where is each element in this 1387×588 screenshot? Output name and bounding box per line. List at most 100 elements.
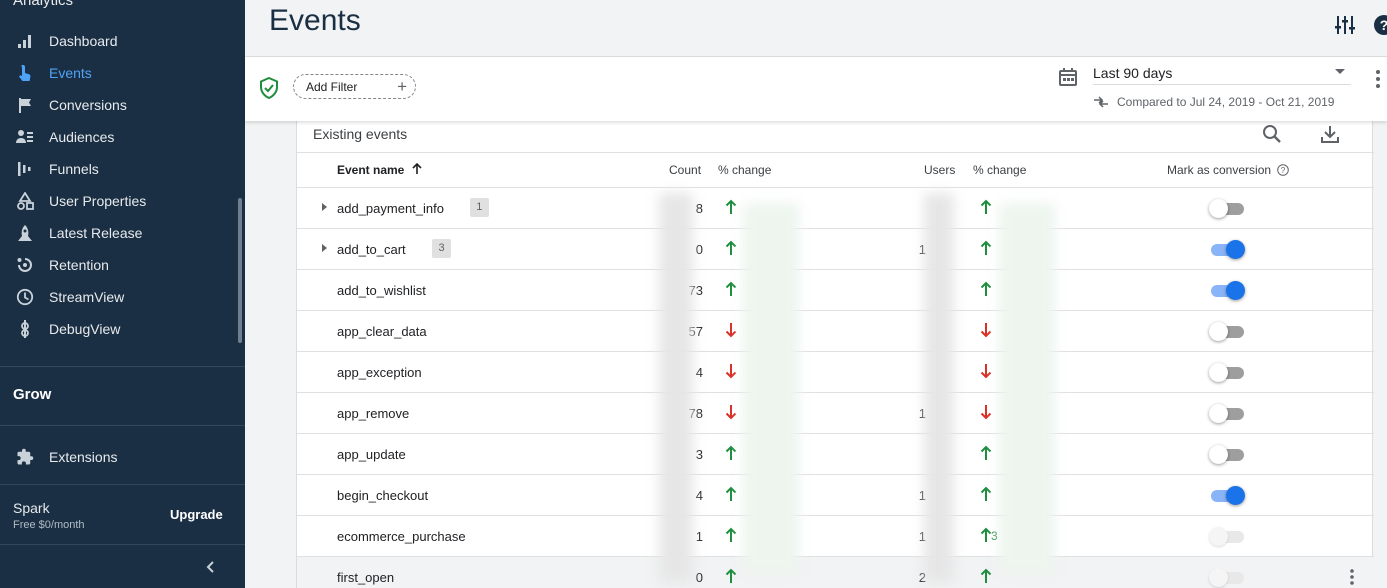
column-label: Event name	[337, 163, 405, 177]
users-percent-change: 3	[991, 529, 998, 543]
param-count-badge: 3	[432, 239, 452, 258]
events-card: Existing events Event name Count % chang…	[296, 121, 1374, 588]
sidebar-item-funnels[interactable]: Funnels	[0, 153, 237, 185]
sidebar-item-latest-release[interactable]: Latest Release	[0, 217, 237, 249]
table-row[interactable]: app_update 3	[297, 434, 1374, 475]
chevron-left-icon	[206, 561, 214, 573]
event-name: add_payment_info	[337, 201, 444, 216]
help-button[interactable]: ?	[1373, 14, 1387, 36]
table-row[interactable]: add_payment_info 1 8	[297, 188, 1374, 229]
arrow-up-icon	[725, 527, 737, 543]
table-row[interactable]: first_open 0 2	[297, 557, 1374, 588]
event-name: app_remove	[337, 406, 410, 421]
sidebar-item-audiences[interactable]: Audiences	[0, 121, 237, 153]
download-button[interactable]	[1319, 123, 1341, 145]
mark-as-conversion-toggle[interactable]	[1209, 281, 1245, 300]
funnel-icon	[16, 160, 34, 178]
sidebar-item-streamview[interactable]: StreamView	[0, 281, 237, 313]
mark-as-conversion-toggle[interactable]	[1209, 199, 1245, 218]
row-more-button[interactable]	[1349, 568, 1355, 586]
collapse-sidebar-button[interactable]	[203, 559, 219, 575]
section-grow[interactable]: Grow	[13, 386, 52, 403]
sidebar-item-debugview[interactable]: DebugView	[0, 313, 237, 345]
table-row[interactable]: app_exception 4	[297, 352, 1374, 393]
user-count: 2	[918, 570, 926, 585]
event-count: 0	[695, 570, 703, 585]
event-name: add_to_cart	[337, 242, 406, 257]
sidebar-item-label: Conversions	[49, 97, 127, 113]
arrow-up-icon	[412, 162, 422, 177]
event-count: 1	[695, 529, 703, 544]
table-row[interactable]: add_to_wishlist 73	[297, 270, 1374, 311]
count-change-column-header[interactable]: % change	[718, 163, 772, 177]
expand-caret-icon[interactable]	[322, 203, 327, 211]
sidebar-nav: Dashboard Events Conversions Audiences Funne…	[0, 25, 237, 345]
mark-as-conversion-toggle[interactable]	[1209, 445, 1245, 464]
arrow-down-icon	[980, 363, 992, 379]
customize-button[interactable]	[1334, 14, 1356, 36]
arrow-down-icon	[725, 322, 737, 338]
more-vert-icon	[1376, 70, 1380, 88]
event-count: 8	[695, 201, 703, 216]
event-count: 3	[695, 447, 703, 462]
count-column-header[interactable]: Count	[669, 163, 702, 177]
page-title: Events	[269, 4, 361, 37]
event-name-column-header[interactable]: Event name	[337, 162, 422, 177]
filter-bar: Add Filter + Last 90 days Compared to Ju…	[245, 57, 1387, 121]
mark-as-conversion-toggle[interactable]	[1209, 486, 1245, 505]
table-row[interactable]: ecommerce_purchase 1 1 3	[297, 516, 1374, 557]
search-button[interactable]	[1261, 123, 1283, 145]
add-filter-button[interactable]: Add Filter +	[293, 74, 416, 99]
arrow-up-icon	[725, 240, 737, 256]
plan-info: Spark Free $0/month	[13, 500, 85, 531]
table-row[interactable]: app_clear_data 57	[297, 311, 1374, 352]
download-icon	[1321, 126, 1339, 143]
mark-as-conversion-toggle[interactable]	[1209, 322, 1245, 341]
sidebar-item-retention[interactable]: Retention	[0, 249, 237, 281]
event-name: begin_checkout	[337, 488, 429, 503]
table-row[interactable]: add_to_cart 3 0 1	[297, 229, 1374, 270]
audience-icon	[16, 128, 34, 146]
mark-as-conversion-toggle[interactable]	[1209, 404, 1245, 423]
arrow-up-icon	[725, 486, 737, 502]
divider	[0, 544, 245, 545]
mark-as-conversion-toggle[interactable]	[1209, 240, 1245, 259]
sidebar-item-label: User Properties	[49, 193, 147, 209]
event-name: first_open	[337, 570, 395, 585]
table-row[interactable]: app_remove 78 1	[297, 393, 1374, 434]
event-count: 4	[695, 365, 703, 380]
calendar-icon	[1058, 67, 1078, 87]
sidebar-item-conversions[interactable]: Conversions	[0, 89, 237, 121]
sidebar-item-label: Retention	[49, 257, 109, 273]
user-count: 1	[918, 242, 926, 257]
sidebar-item-extensions[interactable]: Extensions	[0, 441, 245, 473]
sliders-icon	[1335, 16, 1355, 34]
arrow-down-icon	[980, 322, 992, 338]
more-options-button[interactable]	[1373, 69, 1383, 89]
sidebar-item-user-properties[interactable]: User Properties	[0, 185, 237, 217]
date-range-select[interactable]: Last 90 days	[1093, 63, 1351, 85]
users-change-column-header[interactable]: % change	[973, 163, 1027, 177]
sidebar-item-label: Events	[49, 65, 92, 81]
compare-arrows-icon	[1094, 96, 1108, 108]
mark-as-conversion-toggle[interactable]	[1209, 363, 1245, 382]
debug-icon	[16, 320, 34, 338]
arrow-up-icon	[725, 568, 737, 584]
svg-text:?: ?	[1380, 17, 1387, 33]
sidebar-scrollbar[interactable]	[238, 198, 242, 343]
arrow-up-icon	[980, 445, 992, 461]
extensions-link[interactable]: Extensions	[0, 441, 245, 473]
help-circle-icon[interactable]: ?	[1277, 164, 1290, 179]
sidebar-item-events[interactable]: Events	[0, 57, 237, 89]
sidebar-item-dashboard[interactable]: Dashboard	[0, 25, 237, 57]
users-column-header[interactable]: Users	[924, 163, 956, 177]
release-icon	[16, 224, 34, 242]
add-filter-label: Add Filter	[306, 79, 358, 94]
retention-icon	[16, 256, 34, 274]
table-row[interactable]: begin_checkout 4 1	[297, 475, 1374, 516]
expand-caret-icon[interactable]	[322, 244, 327, 252]
mark-as-conversion-toggle	[1209, 568, 1245, 587]
upgrade-button[interactable]: Upgrade	[170, 507, 223, 522]
event-name: add_to_wishlist	[337, 283, 426, 298]
event-name: app_exception	[337, 365, 422, 380]
